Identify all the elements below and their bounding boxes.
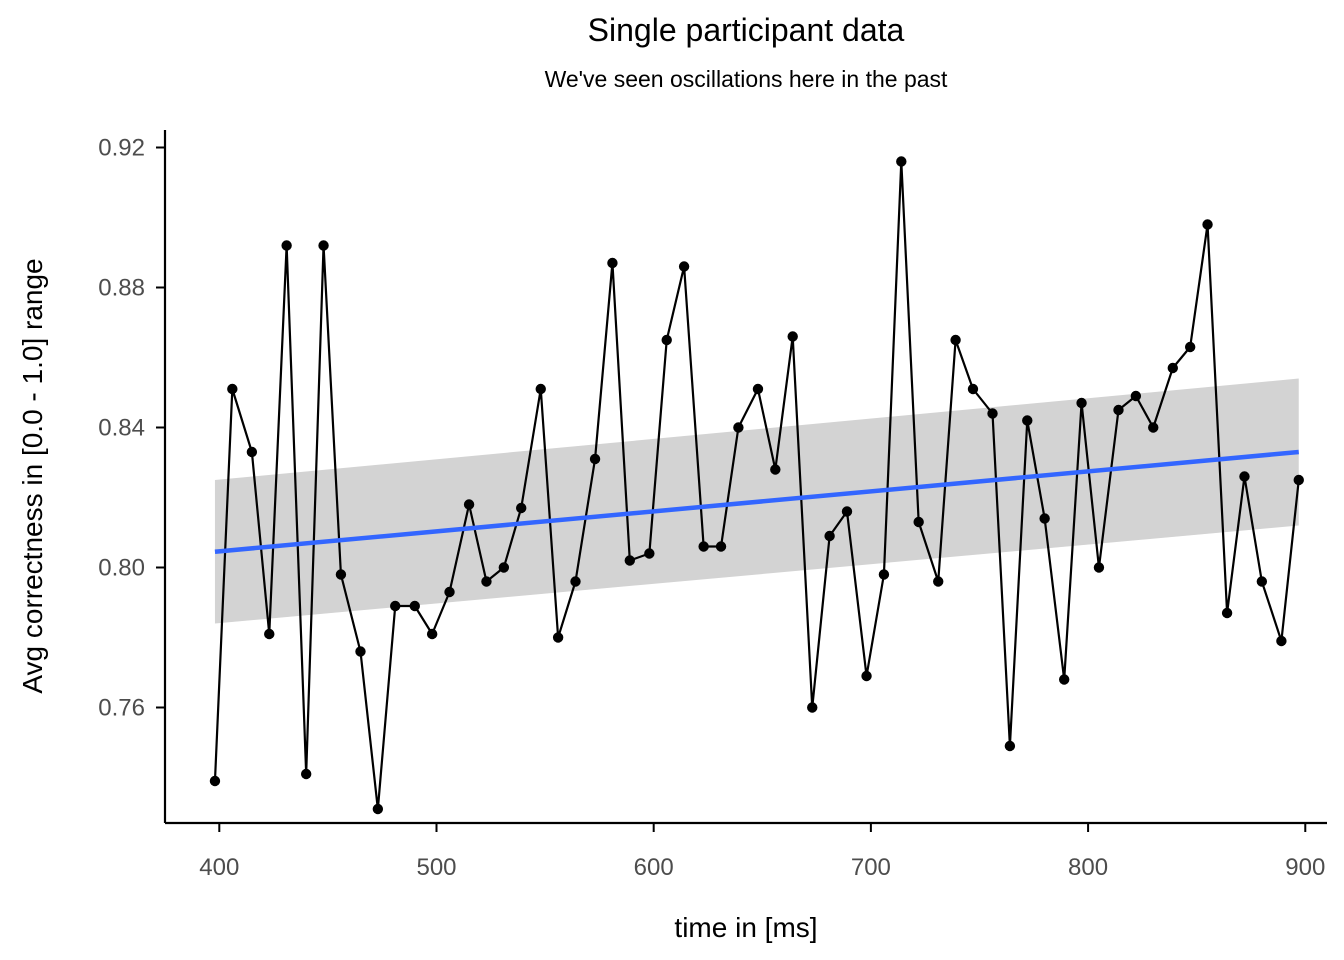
data-point [1130, 390, 1142, 402]
data-point [463, 499, 475, 510]
x-tick-label: 600 [634, 854, 674, 881]
data-point [498, 562, 510, 573]
data-point [841, 506, 853, 517]
data-point [661, 334, 672, 346]
data-point [281, 240, 292, 251]
data-point [698, 541, 709, 552]
y-axis-title: Avg correctness in [0.0 - 1.0] range [17, 258, 48, 693]
chart-subtitle: We've seen oscillations here in the past [545, 66, 948, 92]
data-point [824, 530, 835, 542]
data-point [1239, 471, 1250, 482]
chart-title: Single participant data [588, 12, 905, 48]
y-tick-label: 0.84 [98, 415, 145, 442]
plot-area [209, 156, 1304, 815]
data-point [481, 576, 492, 587]
data-point [1039, 513, 1050, 524]
y-tick-label: 0.88 [98, 275, 145, 302]
data-point [861, 670, 872, 682]
data-point [444, 586, 455, 598]
y-axis-ticks: 0.76 0.80 0.84 0.88 0.92 [98, 135, 165, 722]
data-point [715, 541, 727, 552]
data-point [644, 548, 655, 559]
y-tick-label: 0.80 [98, 555, 145, 582]
data-point [1058, 674, 1070, 685]
data-point [1256, 576, 1268, 587]
data-point [335, 569, 347, 580]
data-point [752, 383, 764, 395]
x-axis-title: time in [ms] [674, 912, 817, 943]
data-point [678, 261, 690, 272]
x-tick-label: 400 [199, 854, 239, 881]
data-point [950, 334, 961, 346]
data-point [1221, 607, 1233, 619]
data-point [318, 240, 329, 251]
x-tick-label: 800 [1068, 854, 1108, 881]
data-point [570, 576, 581, 587]
data-point [589, 453, 601, 465]
data-point [516, 502, 527, 514]
data-point [770, 464, 781, 475]
data-point [624, 555, 635, 566]
data-point [426, 628, 438, 640]
data-point [209, 775, 221, 787]
data-point [733, 422, 744, 433]
x-axis-ticks: 400 500 600 700 800 900 [199, 823, 1325, 881]
data-point [552, 632, 564, 643]
data-point [390, 600, 401, 612]
data-point [1167, 362, 1178, 374]
data-point [227, 383, 238, 395]
data-point [372, 803, 384, 815]
data-point [787, 331, 798, 342]
data-point [1004, 740, 1016, 752]
data-point [607, 257, 618, 269]
data-point [913, 516, 924, 528]
data-point [1184, 341, 1196, 353]
data-point [300, 768, 312, 780]
data-point [264, 628, 275, 640]
data-point [1293, 474, 1304, 486]
data-point [246, 446, 258, 458]
data-point [878, 569, 890, 580]
x-tick-label: 900 [1285, 854, 1325, 881]
x-tick-label: 700 [851, 854, 891, 881]
data-point [967, 383, 979, 395]
data-point [1148, 422, 1159, 433]
data-point [1276, 635, 1287, 647]
x-tick-label: 500 [416, 854, 456, 881]
data-point [987, 408, 998, 419]
data-point [896, 156, 907, 167]
data-point [1202, 219, 1213, 230]
data-point [1076, 397, 1087, 409]
data-point [409, 600, 420, 612]
trend-line [214, 449, 1299, 554]
data-point [933, 576, 944, 587]
y-tick-label: 0.92 [98, 135, 145, 162]
data-point [1113, 404, 1124, 416]
data-point [355, 646, 366, 657]
y-tick-label: 0.76 [98, 695, 145, 722]
data-point [535, 383, 546, 395]
data-point [1093, 562, 1105, 573]
data-point [1022, 415, 1033, 426]
data-point [807, 702, 818, 713]
